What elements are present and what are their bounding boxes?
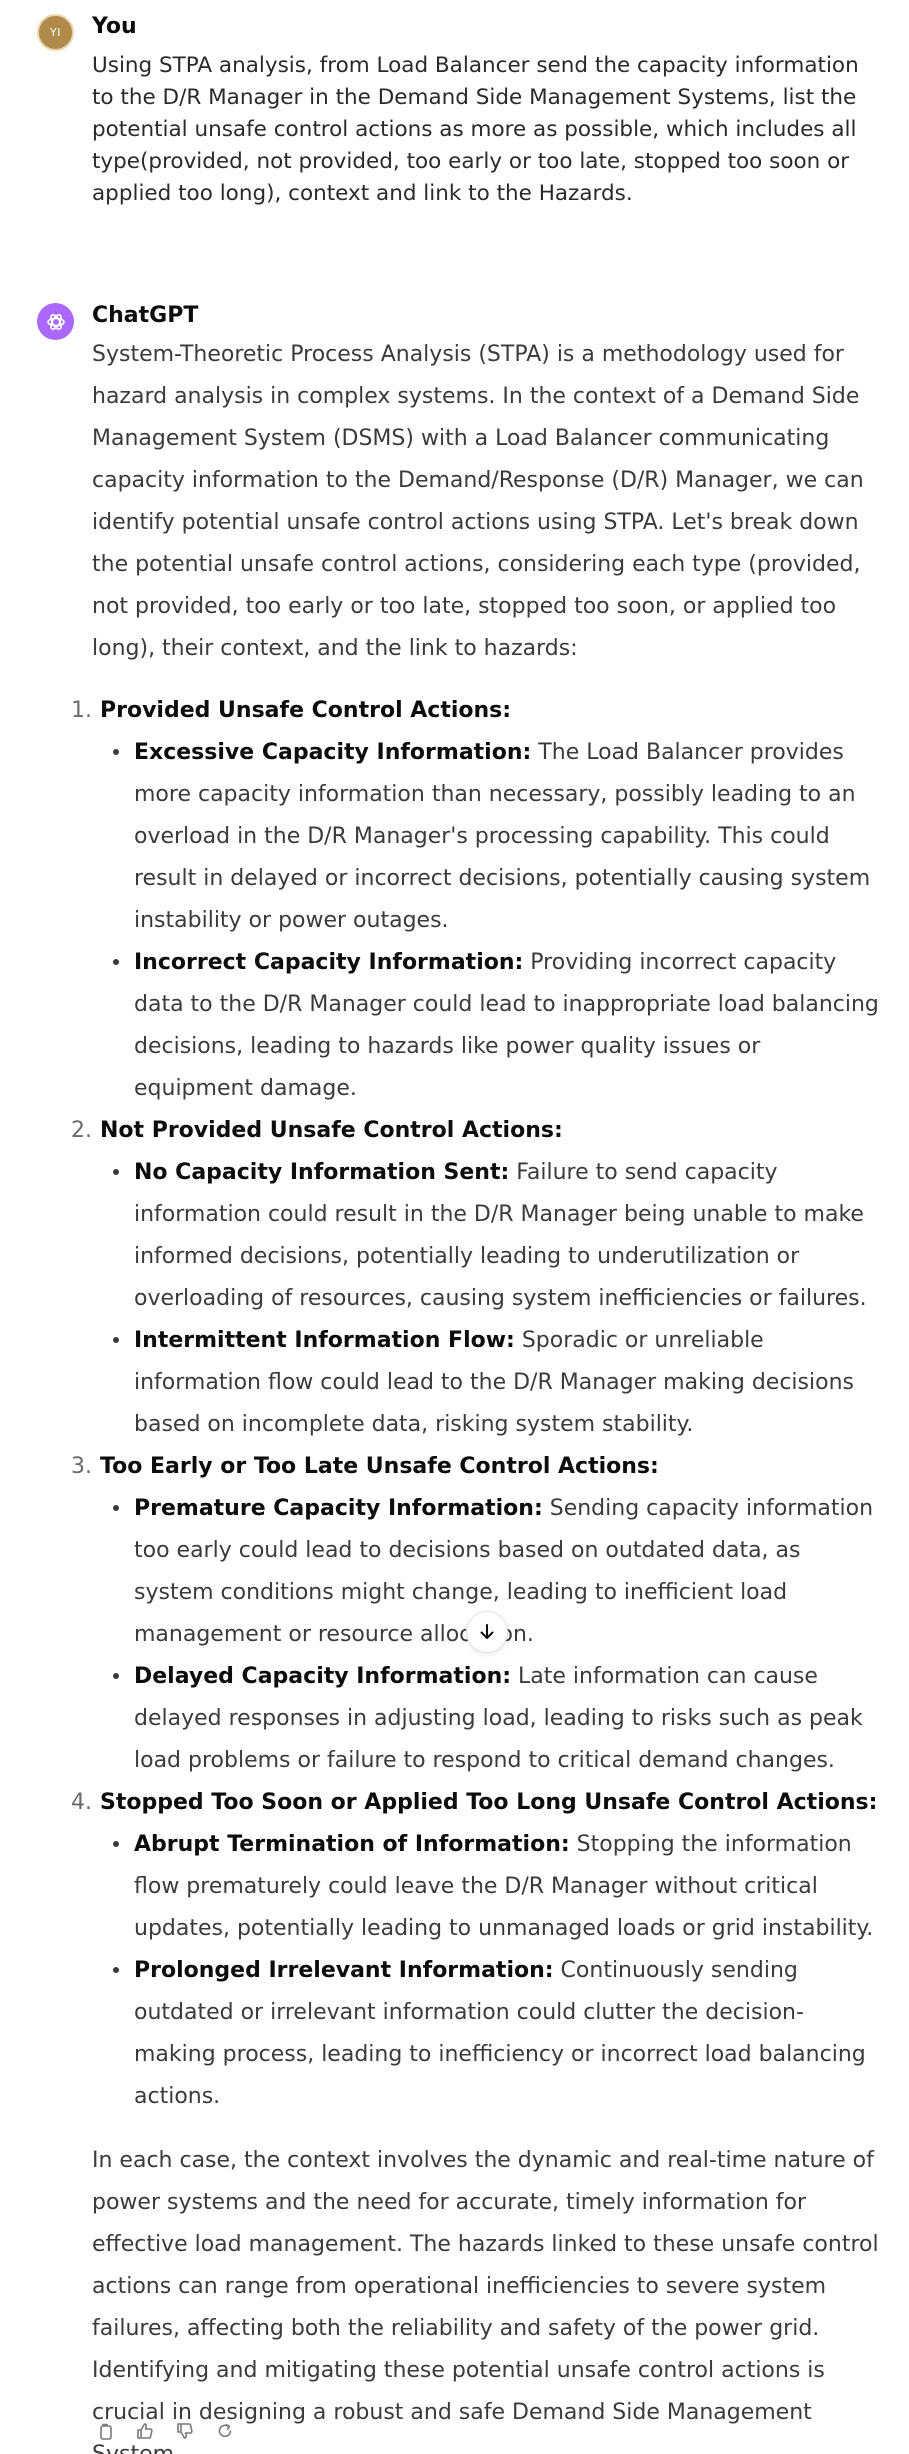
section-item: 2. Not Provided Unsafe Control Actions: …	[62, 1110, 882, 1446]
assistant-message-body: System-Theoretic Process Analysis (STPA)…	[71, 334, 882, 2454]
user-author-name: You	[92, 14, 137, 39]
item-text: Stopping the information flow prematurel…	[134, 1832, 874, 1941]
list-item: Intermittent Information Flow: Sporadic …	[100, 1320, 882, 1446]
item-title: Abrupt Termination of Information:	[134, 1832, 570, 1857]
section-number: 1.	[71, 698, 92, 723]
regenerate-icon	[218, 2423, 232, 2438]
user-avatar-initials: YI	[50, 26, 61, 39]
section-title: Provided Unsafe Control Actions:	[100, 698, 512, 723]
section-bullets: Excessive Capacity Information: The Load…	[100, 732, 882, 1110]
item-title: Premature Capacity Information:	[134, 1496, 543, 1521]
item-text: Providing incorrect capacity data to the…	[134, 950, 879, 1101]
list-item: Excessive Capacity Information: The Load…	[100, 732, 882, 942]
bullet-icon	[113, 959, 119, 965]
user-message-text: Using STPA analysis, from Load Balancer …	[92, 53, 859, 206]
item-title: Prolonged Irrelevant Information:	[134, 1958, 554, 1983]
item-text: Failure to send capacity information cou…	[134, 1160, 867, 1311]
regenerate-button[interactable]	[212, 2418, 238, 2444]
bullet-icon	[113, 1505, 119, 1511]
user-avatar: YI	[37, 14, 74, 51]
section-item: 4. Stopped Too Soon or Applied Too Long …	[62, 1782, 882, 2118]
bullet-icon	[113, 1169, 119, 1175]
chatgpt-logo-icon	[37, 303, 74, 340]
bullet-icon	[113, 749, 119, 755]
section-bullets: Premature Capacity Information: Sending …	[100, 1488, 882, 1782]
list-item: No Capacity Information Sent: Failure to…	[100, 1152, 882, 1320]
list-item: Incorrect Capacity Information: Providin…	[100, 942, 882, 1110]
bullet-icon	[113, 1967, 119, 1973]
arrow-down-icon	[480, 1624, 494, 1639]
item-title: Incorrect Capacity Information:	[134, 950, 524, 975]
item-text: The Load Balancer provides more capacity…	[134, 740, 871, 933]
thumbs-down-icon	[177, 2423, 193, 2439]
section-bullets: No Capacity Information Sent: Failure to…	[100, 1152, 882, 1446]
section-number: 4.	[71, 1790, 92, 1815]
section-item: 1. Provided Unsafe Control Actions: Exce…	[62, 690, 882, 1110]
thumbs-up-button[interactable]	[132, 2418, 158, 2444]
item-text: Sporadic or unreliable information flow …	[134, 1328, 854, 1437]
bullet-icon	[113, 1337, 119, 1343]
item-title: No Capacity Information Sent:	[134, 1160, 510, 1185]
list-item: Prolonged Irrelevant Information: Contin…	[100, 1950, 882, 2118]
conclusion-paragraph: In each case, the context involves the d…	[92, 2148, 879, 2454]
item-title: Intermittent Information Flow:	[134, 1328, 515, 1353]
list-item: Abrupt Termination of Information: Stopp…	[100, 1824, 882, 1950]
section-title: Not Provided Unsafe Control Actions:	[100, 1118, 563, 1143]
section-bullets: Abrupt Termination of Information: Stopp…	[100, 1824, 882, 2118]
copy-button[interactable]	[92, 2418, 118, 2444]
intro-paragraph: System-Theoretic Process Analysis (STPA)…	[92, 342, 864, 661]
scroll-to-bottom-button[interactable]	[466, 1611, 508, 1653]
copy-icon	[100, 2423, 112, 2440]
uca-section-list: 1. Provided Unsafe Control Actions: Exce…	[62, 690, 882, 2118]
item-title: Excessive Capacity Information:	[134, 740, 532, 765]
item-text: Late information can cause delayed respo…	[134, 1664, 863, 1773]
item-text: Sending capacity information too early c…	[134, 1496, 874, 1647]
section-title: Too Early or Too Late Unsafe Control Act…	[100, 1454, 659, 1479]
item-title: Delayed Capacity Information:	[134, 1664, 512, 1689]
item-text: Continuously sending outdated or irrelev…	[134, 1958, 866, 2109]
list-item: Premature Capacity Information: Sending …	[100, 1488, 882, 1656]
section-title: Stopped Too Soon or Applied Too Long Uns…	[100, 1790, 878, 1815]
section-number: 2.	[71, 1118, 92, 1143]
thumbs-up-icon	[137, 2423, 153, 2439]
section-number: 3.	[71, 1454, 92, 1479]
openai-knot-icon	[46, 313, 65, 330]
thumbs-down-button[interactable]	[172, 2418, 198, 2444]
list-item: Delayed Capacity Information: Late infor…	[100, 1656, 882, 1782]
bullet-icon	[113, 1841, 119, 1847]
section-item: 3. Too Early or Too Late Unsafe Control …	[62, 1446, 882, 1782]
assistant-author-name: ChatGPT	[92, 303, 199, 328]
message-actions	[92, 2418, 238, 2444]
bullet-icon	[113, 1673, 119, 1679]
